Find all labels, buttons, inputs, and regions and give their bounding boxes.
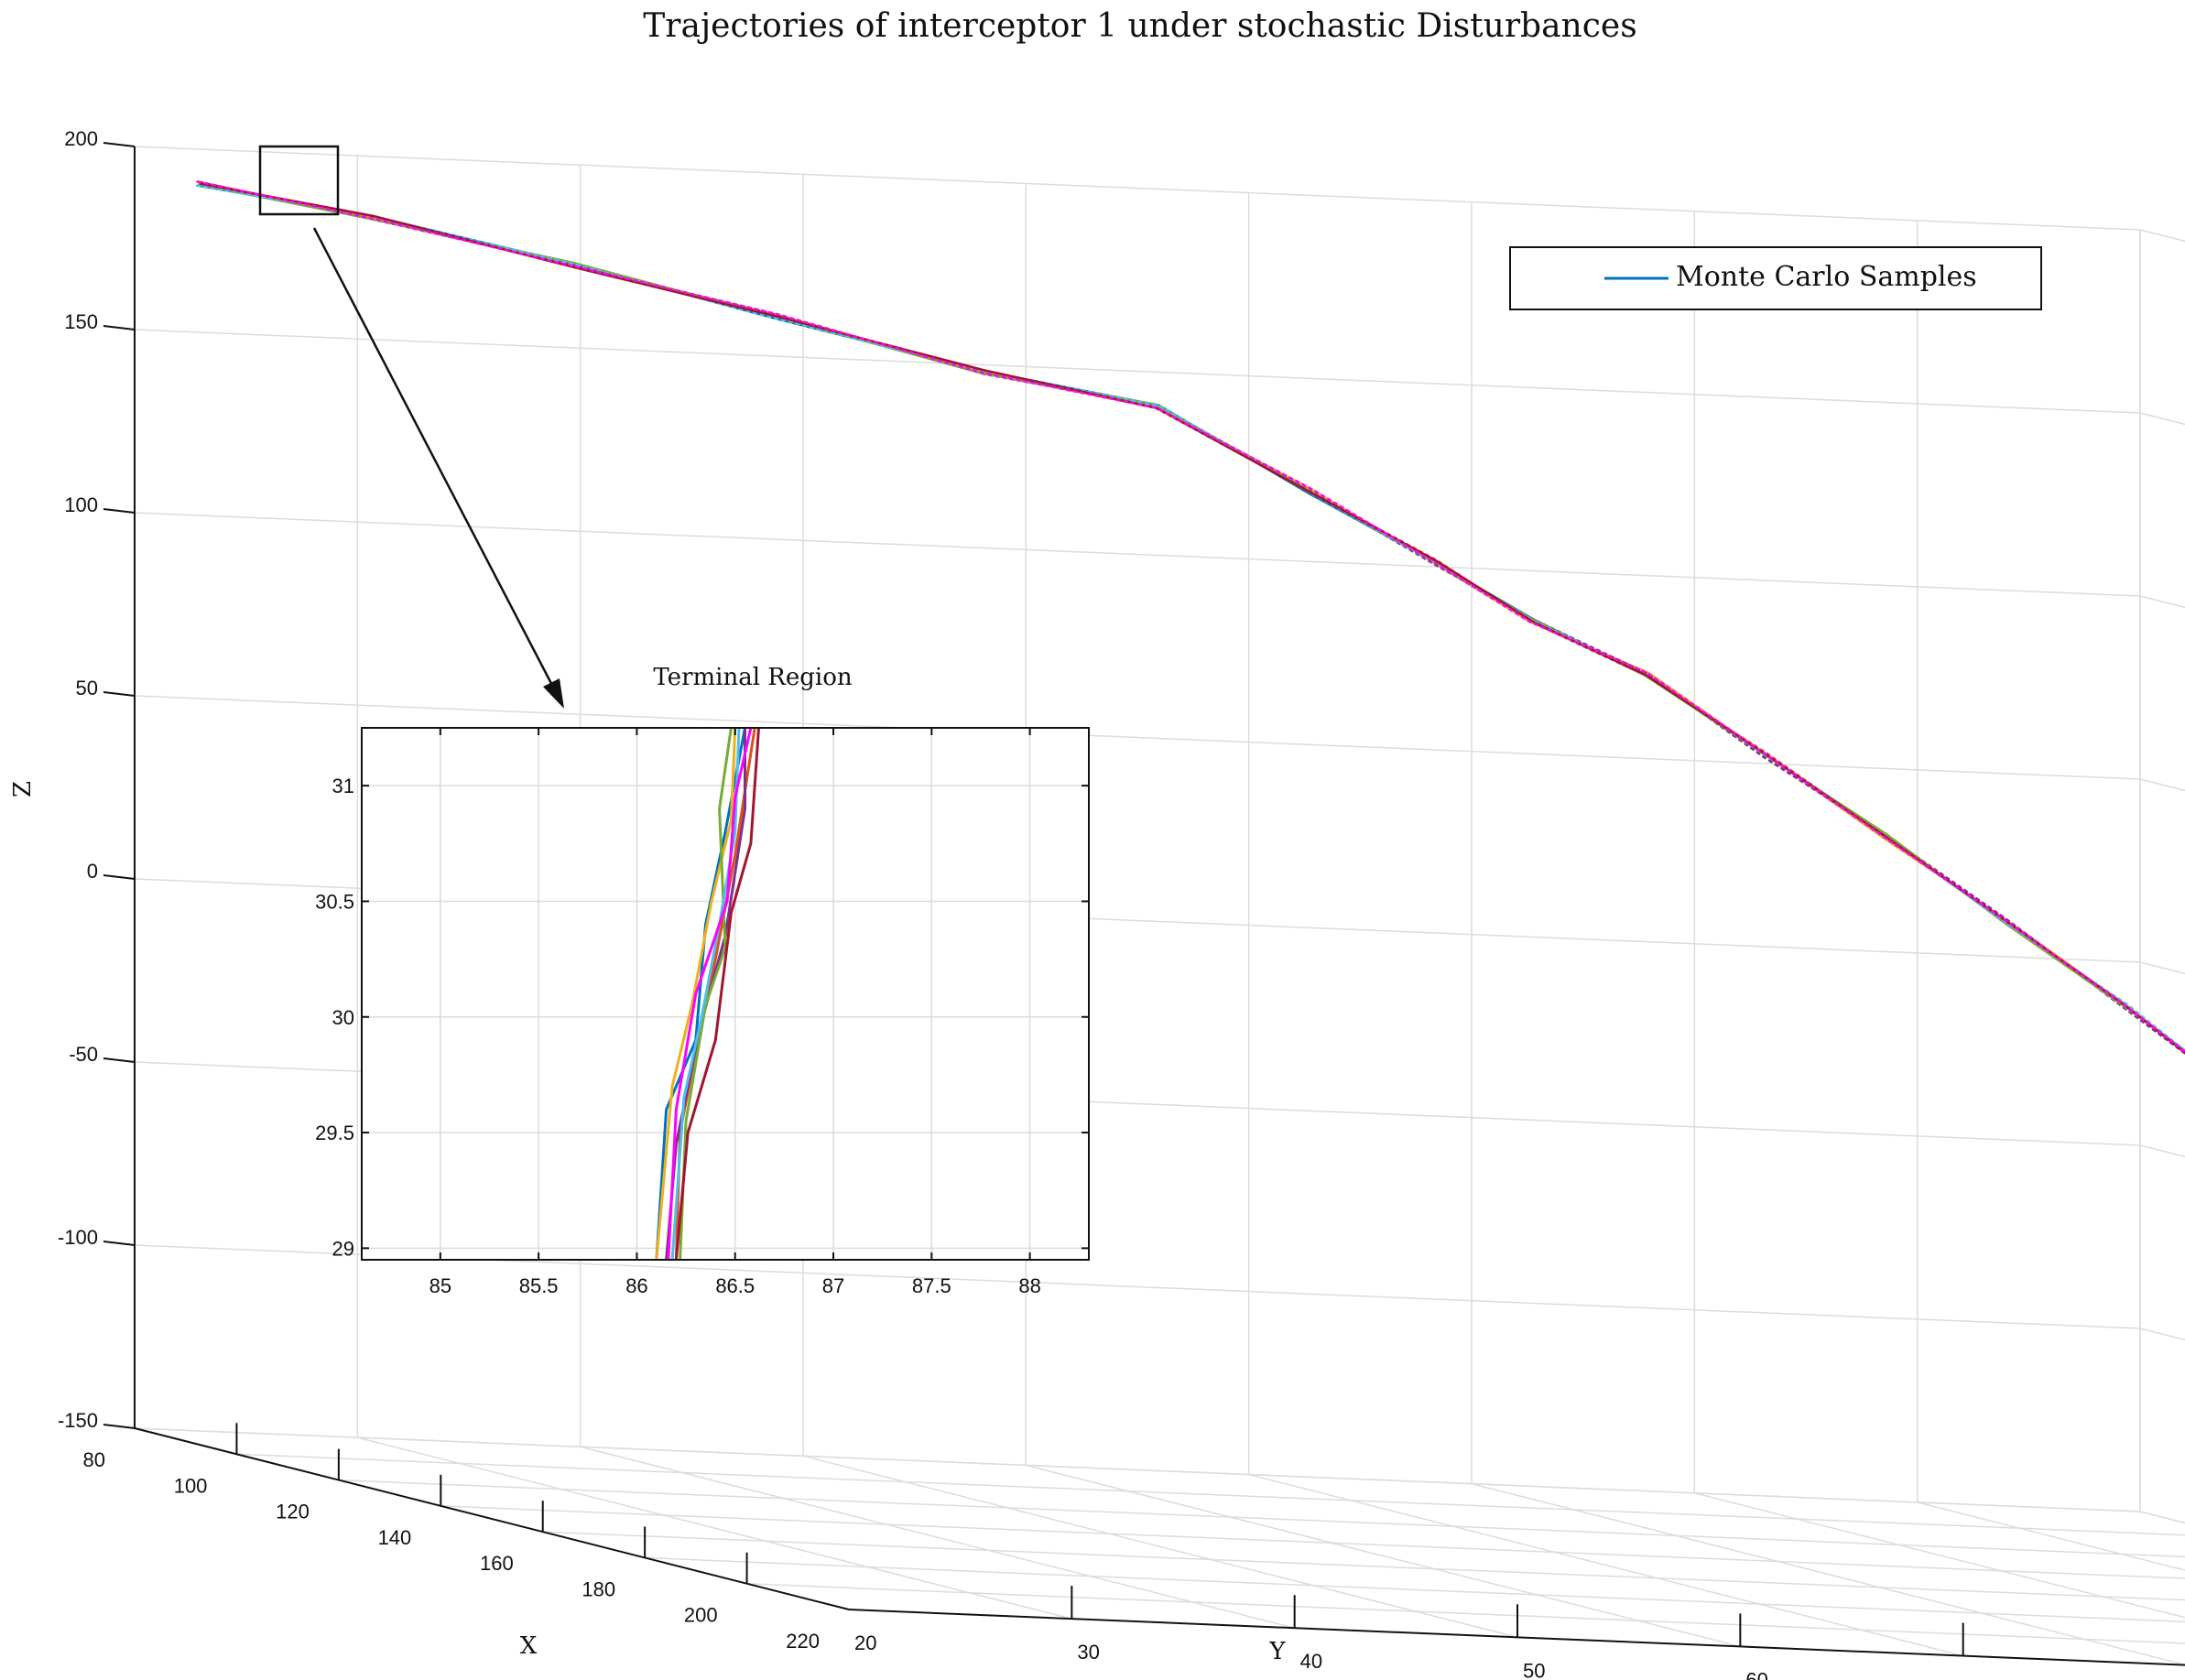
grid-line: [2139, 229, 2185, 243]
grid-line: [2139, 595, 2185, 609]
z-axis-label: Z: [9, 781, 37, 797]
grid-line: [440, 1505, 2185, 1579]
tick-labels: -150 -100 -50 0 50 100 150 200 80 100 120 140 160 180…: [58, 127, 1991, 1680]
y-axis-label: Y: [1268, 1638, 1286, 1665]
x-tick-label: 140: [378, 1526, 412, 1549]
inset-y-tick-label: 29: [332, 1237, 354, 1260]
grid-line: [2139, 961, 2185, 975]
inset-terminal-region: Terminal Region 85 85.5 86 86.5 87 87.5 88 31 30…: [315, 664, 1090, 1297]
y-tick-label: 40: [1300, 1650, 1322, 1673]
y-tick-label: 30: [1077, 1641, 1099, 1664]
grid-line: [357, 1436, 1072, 1620]
zoom-arrow-head: [543, 678, 564, 709]
z-tick: [103, 691, 136, 697]
trajectory-sample-line: [196, 179, 2185, 1054]
inset-x-tick-label: 85.5: [519, 1274, 559, 1297]
z-tick: [103, 874, 136, 880]
inset-y-tick-label: 30.5: [315, 890, 354, 913]
x-axis-line: [134, 1427, 850, 1610]
legend: Monte Carlo Samples: [1509, 246, 2042, 310]
inset-series-line: [679, 727, 733, 1261]
z-tick: [103, 142, 136, 147]
trajectory-sample-line: [199, 182, 2185, 1055]
x-axis-label: X: [520, 1632, 538, 1660]
z-tick-label: 0: [87, 860, 98, 883]
grid-line: [1471, 1482, 2185, 1666]
grid-line: [2139, 1328, 2185, 1341]
inset-series-line: [655, 727, 737, 1261]
y-tick-label: 70: [1969, 1678, 1991, 1680]
grid-line: [1026, 1464, 1741, 1648]
z-tick-label: 150: [64, 310, 98, 333]
z-tick-label: -100: [58, 1226, 98, 1249]
z-tick: [103, 325, 136, 331]
z-tick-label: 100: [64, 493, 98, 516]
grid-line: [236, 1453, 2185, 1536]
trajectory-series: [195, 179, 2185, 1056]
inset-series-line: [667, 727, 753, 1261]
grid-line: [134, 1427, 2141, 1512]
legend-box: [1509, 246, 2042, 310]
inset-series-line: [670, 727, 741, 1261]
zoom-arrow-line: [312, 227, 560, 697]
chart-title: Trajectories of interceptor 1 under stoc…: [643, 7, 1636, 45]
x-tick-label: 160: [480, 1552, 514, 1575]
zoom-indicator: [258, 145, 564, 709]
inset-x-tick-label: 86.5: [715, 1274, 755, 1297]
axes: [103, 142, 2185, 1666]
z-tick: [103, 508, 136, 514]
inset-x-tick-label: 85: [429, 1274, 451, 1297]
z-tick-label: -150: [58, 1409, 98, 1432]
grid-line: [2139, 412, 2185, 426]
grid-line: [645, 1556, 2185, 1623]
z-tick: [103, 1057, 136, 1063]
inset-background: [362, 728, 1089, 1260]
inset-y-tick-label: 31: [332, 775, 354, 797]
x-tick-label: 100: [174, 1474, 208, 1497]
grid-line: [1694, 1492, 2185, 1619]
inset-y-tick-label: 29.5: [315, 1122, 354, 1144]
z-tick-label: 50: [76, 677, 98, 699]
x-tick-label: 200: [684, 1604, 718, 1627]
inset-x-tick-label: 88: [1018, 1274, 1040, 1297]
x-tick-label: 220: [786, 1630, 820, 1653]
grid-line: [802, 1455, 1518, 1639]
grid-line: [338, 1479, 2185, 1558]
z-tick-label: -50: [69, 1043, 98, 1066]
x-tick-label: 180: [582, 1577, 615, 1600]
inset-title: Terminal Region: [653, 664, 853, 691]
grid-line: [746, 1582, 2185, 1644]
legend-label: Monte Carlo Samples: [1676, 261, 1977, 293]
grid-line: [134, 146, 2141, 231]
grid-line: [2139, 1144, 2185, 1158]
z-tick: [103, 1241, 136, 1246]
grid-line: [134, 512, 2141, 597]
x-tick-label: 120: [276, 1501, 310, 1523]
grid-line: [134, 329, 2141, 414]
grid-line: [542, 1531, 2185, 1601]
z-tick-label: 200: [64, 127, 98, 150]
inset-x-tick-label: 86: [625, 1274, 647, 1297]
grid-line: [2139, 778, 2185, 792]
grid-line: [1917, 1501, 2185, 1571]
y-tick-label: 60: [1745, 1668, 1767, 1680]
zoom-box: [258, 145, 340, 216]
inset-x-tick-label: 87.5: [912, 1274, 951, 1297]
x-tick-label: 80: [83, 1448, 105, 1471]
z-tick: [103, 1424, 136, 1429]
inset-series-line: [674, 727, 760, 1261]
inset-y-tick-label: 30: [332, 1006, 354, 1029]
y-axis-line: [848, 1609, 2185, 1666]
grid-line: [134, 695, 2141, 780]
inset-x-tick-label: 87: [822, 1274, 844, 1297]
y-tick-label: 50: [1523, 1659, 1545, 1680]
grid-line: [580, 1446, 1295, 1629]
inset-frame: [361, 727, 1090, 1261]
grid-line: [1248, 1473, 1963, 1657]
y-tick-label: 20: [854, 1631, 876, 1654]
